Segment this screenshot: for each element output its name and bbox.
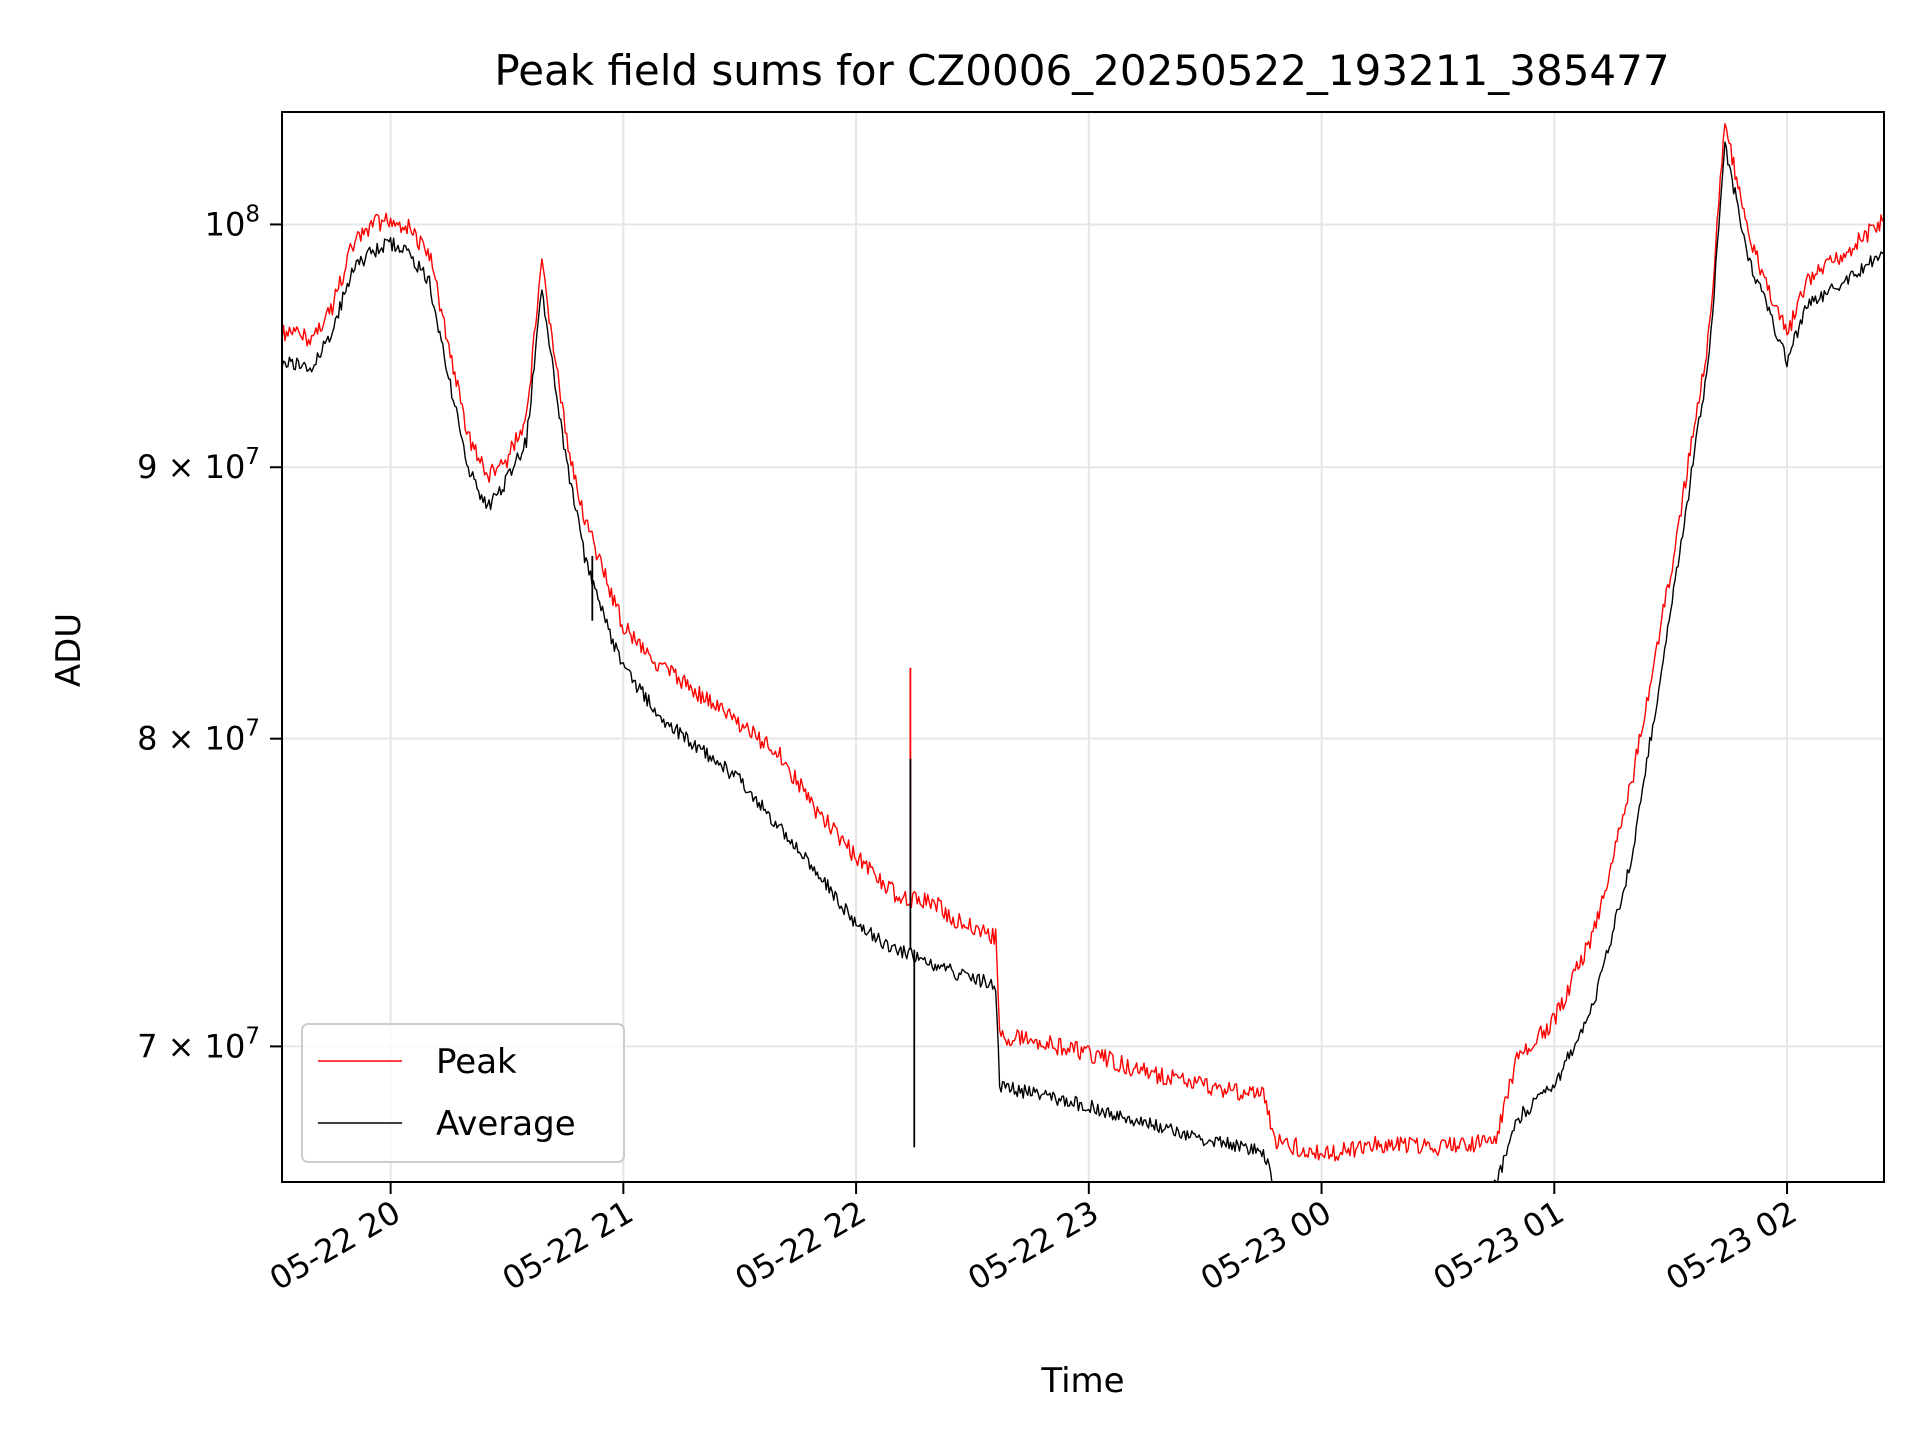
legend-label-average: Average (436, 1104, 576, 1144)
y-tick-label: 108 (205, 201, 260, 243)
legend: Peak Average (301, 1023, 625, 1163)
plot-frame (281, 111, 1885, 1183)
legend-box (301, 1023, 625, 1163)
y-axis-label: ADU (49, 613, 89, 687)
y-tick-label: 7 × 107 (137, 1023, 260, 1065)
series-line-peak (282, 123, 1884, 1162)
y-tick-label: 8 × 107 (137, 716, 260, 758)
chart-title: Peak field sums for CZ0006_20250522_1932… (494, 46, 1669, 95)
y-tick-label: 9 × 107 (137, 444, 260, 486)
legend-label-peak: Peak (436, 1042, 517, 1082)
x-axis-label: Time (1040, 1361, 1124, 1401)
series-layer (282, 123, 1884, 1182)
grid-lines (282, 112, 1884, 1182)
series-line-average (282, 141, 1884, 1182)
y-axis: 7 × 107 8 × 107 9 × 107 108 (137, 201, 282, 1065)
